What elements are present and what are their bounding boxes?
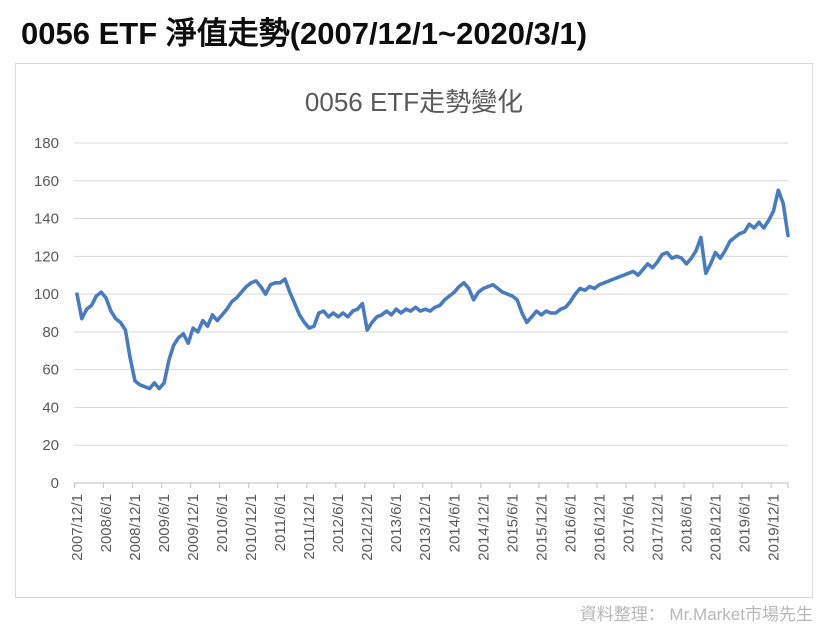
- x-axis-label-19: 2017/6/1: [620, 494, 637, 552]
- x-axis-label-15: 2015/6/1: [504, 494, 521, 552]
- y-axis-label-180: 180: [34, 135, 59, 152]
- x-axis-label-3: 2009/6/1: [156, 494, 173, 552]
- x-axis-label-13: 2014/6/1: [446, 494, 463, 552]
- x-axis-label-0: 2007/12/1: [69, 494, 86, 561]
- x-axis-label-23: 2019/6/1: [736, 494, 753, 552]
- chart-container: 0056 ETF走勢變化 0 20 40 60 80 100 120 140 160 180 200…: [15, 63, 813, 598]
- x-axis-label-17: 2016/6/1: [562, 494, 579, 552]
- x-axis-label-1: 2008/6/1: [98, 494, 115, 552]
- page-title: 0056 ETF 淨值走勢(2007/12/1~2020/3/1): [21, 16, 588, 51]
- x-axis-label-9: 2012/6/1: [330, 494, 347, 552]
- y-axis-label-140: 140: [34, 211, 59, 228]
- x-axis-label-18: 2016/12/1: [591, 494, 608, 561]
- x-axis-label-10: 2012/12/1: [359, 494, 376, 561]
- x-axis-label-16: 2015/12/1: [533, 494, 550, 561]
- y-axis-label-20: 20: [42, 437, 59, 454]
- x-axis-label-6: 2010/12/1: [243, 494, 260, 561]
- etf-price-line: [75, 188, 790, 391]
- chart-title: 0056 ETF走勢變化: [304, 87, 524, 117]
- x-axis-label-8: 2011/12/1: [301, 494, 318, 560]
- x-axis-label-14: 2014/12/1: [475, 494, 492, 561]
- x-axis-label-2: 2008/12/1: [127, 494, 144, 561]
- x-axis-label-20: 2017/12/1: [649, 494, 666, 561]
- line-chart: 0 20 40 60 80 100 120 140 160 180 2007/12/1 2008/6/…: [34, 135, 790, 561]
- attribution-text: 資料整理： Mr.Market市場先生: [579, 605, 813, 624]
- y-axis-label-120: 120: [34, 248, 59, 265]
- x-axis-label-12: 2013/12/1: [417, 494, 434, 561]
- y-axis-label-80: 80: [42, 324, 59, 341]
- x-axis-label-7: 2011/6/1: [272, 494, 289, 551]
- y-axis-label-0: 0: [51, 475, 59, 492]
- y-axis-label-160: 160: [34, 173, 59, 190]
- x-axis-label-21: 2018/6/1: [678, 494, 695, 552]
- x-axis-label-24: 2019/12/1: [765, 494, 782, 561]
- y-axis-label-40: 40: [42, 399, 59, 416]
- y-axis-label-60: 60: [42, 362, 59, 379]
- x-axis-label-4: 2009/12/1: [185, 494, 202, 561]
- y-axis-label-100: 100: [34, 286, 59, 303]
- x-axis-label-11: 2013/6/1: [388, 494, 405, 552]
- x-axis-label-5: 2010/6/1: [214, 494, 231, 552]
- x-axis-label-22: 2018/12/1: [707, 494, 724, 561]
